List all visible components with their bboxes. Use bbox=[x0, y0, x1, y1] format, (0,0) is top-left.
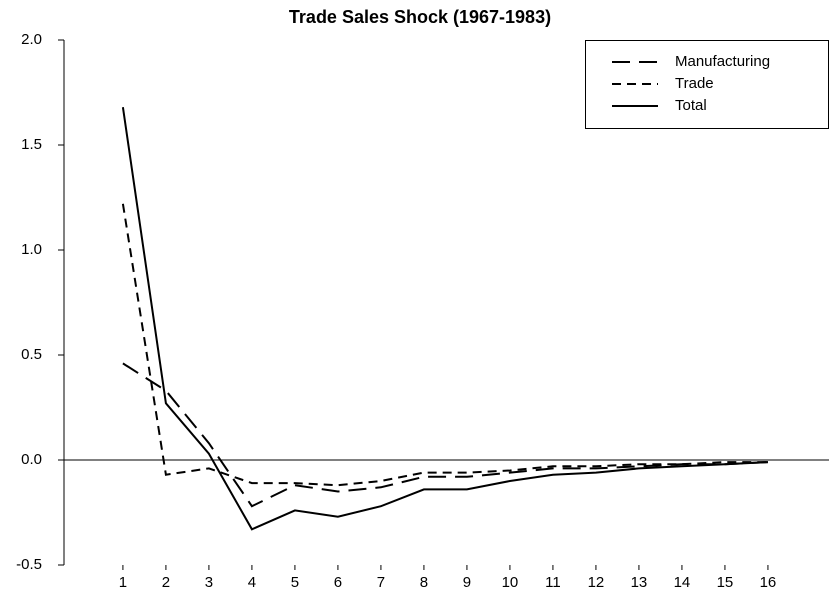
x-tick-label: 16 bbox=[760, 574, 777, 591]
chart-title: Trade Sales Shock (1967-1983) bbox=[289, 7, 551, 27]
x-tick-label: 2 bbox=[162, 574, 170, 591]
series-line bbox=[122, 362, 768, 508]
x-tick-label: 3 bbox=[205, 574, 213, 591]
x-tick-label: 11 bbox=[545, 574, 561, 591]
y-tick-label: 1.5 bbox=[21, 136, 42, 153]
legend-box bbox=[585, 40, 829, 129]
legend-label: Total bbox=[675, 97, 707, 114]
legend-label: Trade bbox=[675, 75, 714, 92]
legend-label: Manufacturing bbox=[675, 53, 770, 70]
x-tick-label: 6 bbox=[334, 574, 342, 591]
y-tick-label: 0.0 bbox=[21, 451, 42, 468]
y-tick-label: -0.5 bbox=[16, 556, 42, 573]
x-tick-label: 15 bbox=[717, 574, 734, 591]
x-tick-label: 10 bbox=[502, 574, 519, 591]
x-tick-label: 7 bbox=[377, 574, 385, 591]
x-tick-label: 1 bbox=[119, 574, 127, 591]
x-tick-label: 13 bbox=[631, 574, 648, 591]
x-tick-label: 12 bbox=[588, 574, 605, 591]
x-tick-label: 5 bbox=[291, 574, 299, 591]
x-tick-label: 4 bbox=[248, 574, 256, 591]
x-tick-label: 14 bbox=[674, 574, 691, 591]
x-tick-label: 9 bbox=[463, 574, 471, 591]
x-tick-label: 8 bbox=[420, 574, 428, 591]
y-tick-label: 2.0 bbox=[21, 31, 42, 48]
y-tick-label: 1.0 bbox=[21, 241, 42, 258]
series-line bbox=[121, 203, 768, 487]
series-line bbox=[121, 107, 768, 531]
y-tick-label: 0.5 bbox=[21, 346, 42, 363]
